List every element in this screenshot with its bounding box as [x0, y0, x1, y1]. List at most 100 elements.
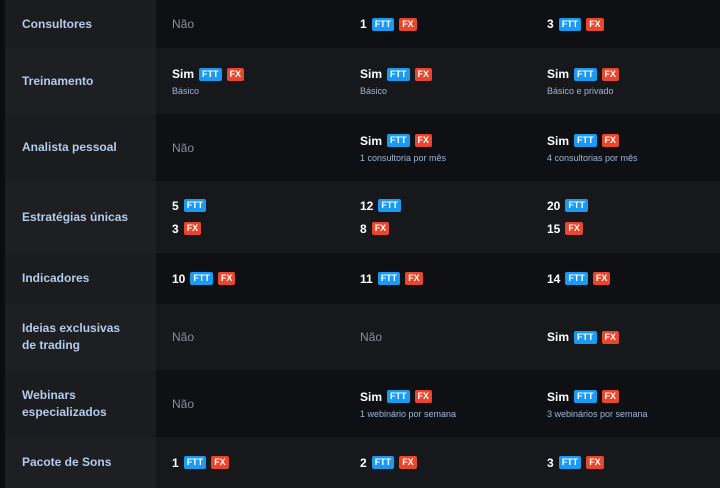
badge-fx: FX	[601, 390, 620, 403]
cell-line: Sim FTT FX	[547, 389, 648, 405]
plan-cell: 14 FTT FX	[547, 253, 611, 304]
badge-ftt: FTT	[183, 199, 207, 212]
plan-cell: Sim FTT FX	[547, 304, 620, 370]
plan-cell: Sim FTT FX 3 webinários por semana	[547, 370, 648, 437]
cell-value: 14	[547, 271, 561, 286]
plan-cell: 1 FTT FX	[172, 437, 229, 488]
table-row: Pacote de Sons 1 FTT FX 2 FTT FX 3 FTT FX	[5, 437, 720, 488]
badge-ftt: FTT	[574, 67, 597, 81]
badge-ftt: FTT	[183, 456, 207, 469]
badge-fx: FX	[217, 272, 236, 285]
badge-ftt: FTT	[387, 67, 410, 81]
plan-cell: 10 FTT FX	[172, 253, 236, 304]
cell-line: 3 FTT FX	[547, 16, 604, 32]
cell-line: Não	[360, 329, 382, 345]
cell-value: 1	[360, 17, 367, 31]
cell-value: Não	[172, 17, 195, 31]
badge-ftt: FTT	[199, 67, 222, 81]
badge-fx: FX	[414, 134, 433, 147]
cell-value: Sim	[547, 133, 570, 148]
cell-line: 14 FTT FX	[547, 271, 611, 287]
badge-ftt: FTT	[565, 199, 588, 212]
cell-value: Sim	[547, 67, 570, 81]
badge-fx: FX	[226, 67, 245, 81]
badge-fx: FX	[601, 134, 620, 147]
cell-value: 3	[547, 17, 554, 31]
badge-fx: FX	[183, 222, 202, 235]
plan-cell: 1 FTT FX	[360, 0, 417, 48]
cell-line: 11 FTT FX	[360, 271, 423, 287]
badge-ftt: FTT	[558, 17, 582, 31]
plan-cell: Sim FTT FX 1 consultoria por mês	[360, 114, 446, 181]
cell-value: Sim	[360, 389, 383, 404]
cell-line: 20 FTT	[547, 198, 588, 214]
cell-value: Sim	[547, 330, 570, 344]
badge-fx: FX	[399, 17, 417, 31]
cell-value: 1	[172, 455, 179, 470]
cell-note: 3 webinários por semana	[547, 408, 648, 419]
badge-fx: FX	[592, 272, 611, 285]
plan-cell: Sim FTT FX Básico e privado	[547, 48, 620, 114]
badge-ftt: FTT	[574, 390, 597, 403]
cell-note: 4 consultorias por mês	[547, 152, 638, 163]
plan-cell: Sim FTT FX 1 webinário por semana	[360, 370, 456, 437]
row-label: Estratégias únicas	[5, 181, 156, 253]
badge-fx: FX	[414, 390, 433, 403]
cell-value: Não	[172, 140, 195, 155]
badge-ftt: FTT	[574, 134, 597, 147]
plan-cell: 2 FTT FX	[360, 437, 417, 488]
table-row: Analista pessoal Não Sim FTT FX 1 consultoria…	[5, 114, 720, 181]
badge-fx: FX	[565, 222, 583, 235]
cell-line: Sim FTT FX	[172, 66, 245, 82]
plan-cell: 20 FTT 15 FX	[547, 181, 588, 253]
badge-fx: FX	[211, 456, 229, 469]
cell-value: Não	[172, 330, 195, 344]
cell-value: 11	[360, 271, 373, 286]
cell-value: 8	[360, 221, 367, 236]
table-row: Ideias exclusivas de trading Não Não Sim FTT…	[5, 304, 720, 370]
cell-value: 12	[360, 198, 374, 213]
table-row: Consultores Não 1 FTT FX 3 FTT FX	[5, 0, 720, 48]
cell-line: Sim FTT FX	[360, 389, 456, 405]
badge-ftt: FTT	[377, 272, 401, 285]
cell-value: 10	[172, 271, 186, 286]
left-edge	[0, 0, 5, 488]
badge-ftt: FTT	[387, 390, 410, 403]
badge-ftt: FTT	[558, 456, 582, 469]
cell-value: 2	[360, 455, 367, 470]
badge-ftt: FTT	[565, 272, 588, 285]
cell-line: Sim FTT FX	[360, 66, 433, 82]
cell-line: Não	[172, 329, 194, 345]
cell-line: Não	[172, 16, 194, 32]
cell-line: 15 FX	[547, 221, 588, 237]
cell-value: Sim	[547, 389, 570, 404]
cell-line: 2 FTT FX	[360, 455, 417, 471]
plan-cell: Não	[172, 304, 194, 370]
badge-fx: FX	[586, 17, 604, 31]
cell-value: Não	[172, 396, 195, 411]
plan-cell: Sim FTT FX 4 consultorias por mês	[547, 114, 638, 181]
cell-value: Não	[360, 330, 383, 344]
badge-fx: FX	[601, 330, 620, 344]
badge-ftt: FTT	[190, 272, 213, 285]
plan-cell: Não	[172, 370, 194, 437]
cell-line: 1 FTT FX	[172, 455, 229, 471]
badge-fx: FX	[405, 272, 423, 285]
cell-note: Básico	[360, 86, 388, 96]
cell-note: 1 webinário por semana	[360, 408, 457, 419]
badge-fx: FX	[371, 222, 390, 235]
cell-note: Básico e privado	[547, 86, 614, 96]
cell-line: 12 FTT	[360, 198, 401, 214]
row-label: Indicadores	[5, 253, 156, 304]
plan-cell: 12 FTT 8 FX	[360, 181, 401, 253]
badge-fx: FX	[586, 456, 604, 469]
cell-line: 3 FTT FX	[547, 455, 604, 471]
badge-fx: FX	[601, 67, 620, 81]
badge-fx: FX	[414, 67, 433, 81]
row-label: Webinars especializados	[5, 370, 156, 437]
badge-ftt: FTT	[574, 330, 597, 344]
cell-value: Sim	[360, 67, 383, 81]
cell-value: 15	[547, 221, 561, 236]
row-label: Pacote de Sons	[5, 437, 156, 488]
cell-line: 8 FX	[360, 221, 401, 237]
